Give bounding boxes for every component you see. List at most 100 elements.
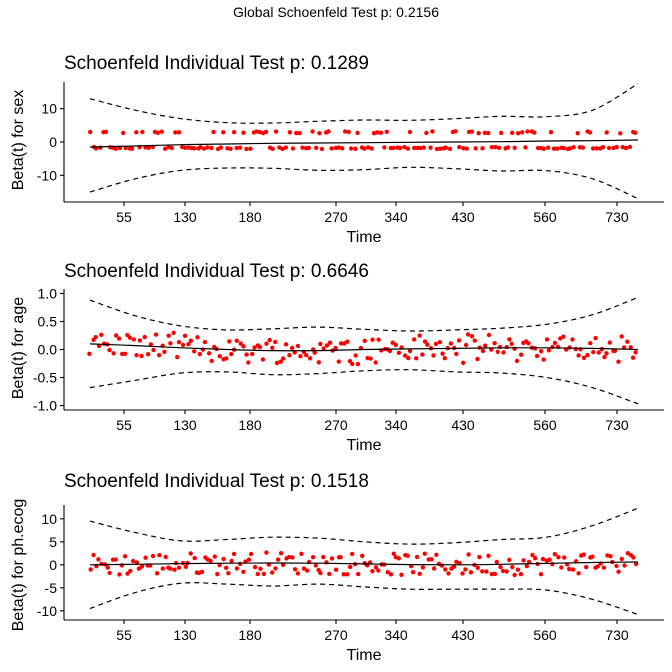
- residual-point: [438, 146, 443, 151]
- residual-point: [163, 146, 168, 151]
- residual-point: [341, 572, 346, 577]
- residual-point: [439, 563, 445, 568]
- residual-point: [234, 566, 240, 571]
- residual-point: [318, 570, 323, 576]
- residual-point: [327, 571, 332, 577]
- residual-point: [570, 567, 576, 572]
- residual-point: [430, 129, 435, 134]
- residual-point: [338, 555, 343, 560]
- residual-point: [119, 563, 125, 568]
- residual-point: [567, 146, 573, 151]
- residual-point: [499, 130, 504, 136]
- residual-point: [591, 349, 596, 355]
- residual-point: [307, 356, 313, 361]
- residual-point: [241, 344, 246, 349]
- residual-point: [195, 335, 200, 340]
- residual-point: [273, 339, 278, 345]
- residual-point: [299, 551, 304, 556]
- residual-point: [180, 342, 186, 348]
- residual-point: [275, 557, 281, 562]
- residual-point: [261, 571, 267, 577]
- residual-point: [336, 359, 341, 364]
- residual-point: [600, 145, 606, 150]
- residual-point: [507, 337, 512, 342]
- residual-point: [257, 129, 262, 135]
- residual-point: [336, 145, 341, 150]
- residual-point: [163, 554, 168, 560]
- residual-point: [466, 552, 471, 557]
- residual-point: [173, 130, 178, 135]
- panel-ph-ecog-title: Schoenfeld Individual Test p: 0.1518: [64, 471, 369, 492]
- residual-point: [625, 339, 630, 344]
- residual-point: [532, 130, 537, 135]
- residual-point: [422, 551, 427, 556]
- residual-point: [168, 566, 173, 571]
- residual-point: [619, 334, 624, 339]
- residual-point: [353, 353, 358, 358]
- residual-point: [166, 333, 171, 338]
- residual-point: [176, 340, 182, 345]
- residual-point: [317, 131, 322, 136]
- residual-point: [345, 572, 350, 577]
- residual-point: [252, 345, 257, 350]
- residual-point: [607, 340, 612, 345]
- residual-point: [575, 131, 580, 136]
- residual-point: [252, 564, 258, 570]
- residual-point: [172, 567, 177, 572]
- residual-point: [99, 332, 104, 337]
- panel-sex: Schoenfeld Individual Test p: 0.1289 Bet…: [10, 53, 664, 246]
- x-tick-label: 270: [324, 627, 348, 643]
- residual-point: [362, 338, 367, 343]
- residual-point: [258, 566, 263, 571]
- residual-point: [355, 130, 360, 136]
- residual-point: [593, 335, 598, 341]
- residual-point: [530, 552, 535, 558]
- residual-point: [555, 146, 560, 151]
- residual-point: [504, 569, 509, 574]
- residual-point: [521, 558, 526, 563]
- residual-point: [228, 146, 233, 151]
- residual-point: [393, 342, 398, 348]
- residual-point: [333, 345, 338, 351]
- residual-point: [412, 337, 417, 342]
- residual-point: [376, 568, 381, 573]
- residual-point: [590, 554, 595, 559]
- residual-point: [183, 564, 188, 569]
- residual-point: [182, 145, 188, 150]
- x-tick-label: 130: [173, 627, 197, 643]
- residual-point: [145, 352, 151, 357]
- residual-point: [601, 565, 607, 570]
- residual-point: [226, 571, 231, 576]
- residual-point: [456, 338, 462, 343]
- residual-point: [421, 145, 426, 150]
- residual-point: [209, 145, 214, 151]
- residual-point: [417, 333, 422, 338]
- x-tick-label: 55: [116, 417, 132, 433]
- residual-point: [418, 145, 423, 151]
- residual-point: [313, 563, 318, 568]
- residual-point: [248, 551, 254, 557]
- residual-point: [546, 348, 552, 353]
- residual-point: [587, 130, 593, 135]
- residual-point: [168, 341, 173, 346]
- residual-point: [580, 145, 586, 150]
- residual-point: [198, 145, 203, 150]
- residual-point: [159, 129, 164, 134]
- residual-point: [391, 145, 396, 151]
- y-tick-label: -5: [45, 580, 58, 596]
- residual-point: [139, 564, 145, 569]
- residual-point: [538, 572, 544, 577]
- residual-point: [188, 338, 194, 343]
- residual-point: [238, 561, 243, 567]
- x-tick-label: 55: [116, 209, 132, 225]
- panel-ph-ecog-upper-band: [89, 507, 639, 545]
- residual-point: [581, 355, 587, 360]
- residual-point: [345, 339, 350, 344]
- residual-point: [402, 144, 407, 150]
- residual-point: [143, 145, 148, 150]
- residual-point: [127, 335, 133, 340]
- residual-point: [113, 333, 119, 338]
- residual-point: [623, 145, 629, 151]
- residual-point: [396, 350, 402, 355]
- residual-point: [150, 553, 156, 559]
